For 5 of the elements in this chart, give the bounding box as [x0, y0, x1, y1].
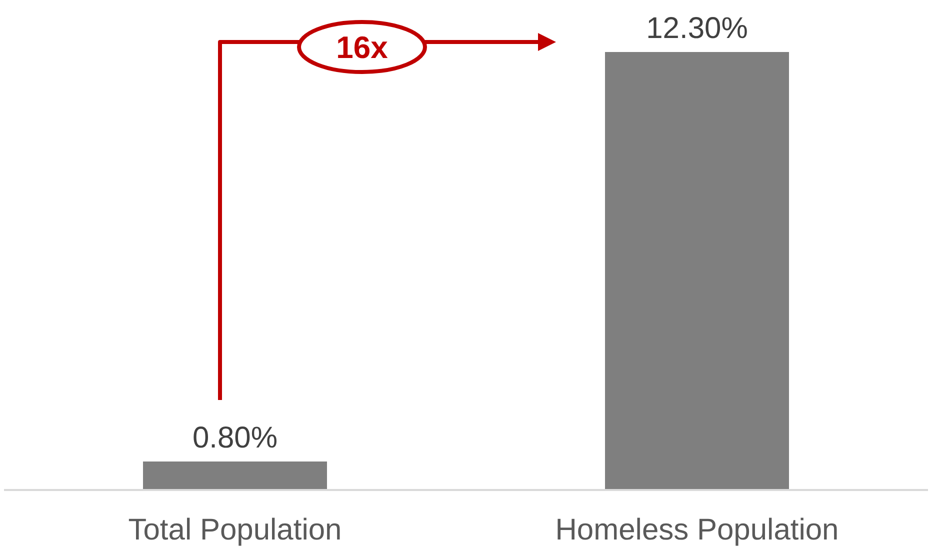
x-tick-label: Homeless Population	[555, 513, 839, 546]
data-label: 0.80%	[192, 422, 278, 455]
annotation: 16x	[336, 30, 389, 65]
data-label: 12.30%	[646, 12, 748, 45]
x-tick-label: Total Population	[128, 513, 342, 546]
